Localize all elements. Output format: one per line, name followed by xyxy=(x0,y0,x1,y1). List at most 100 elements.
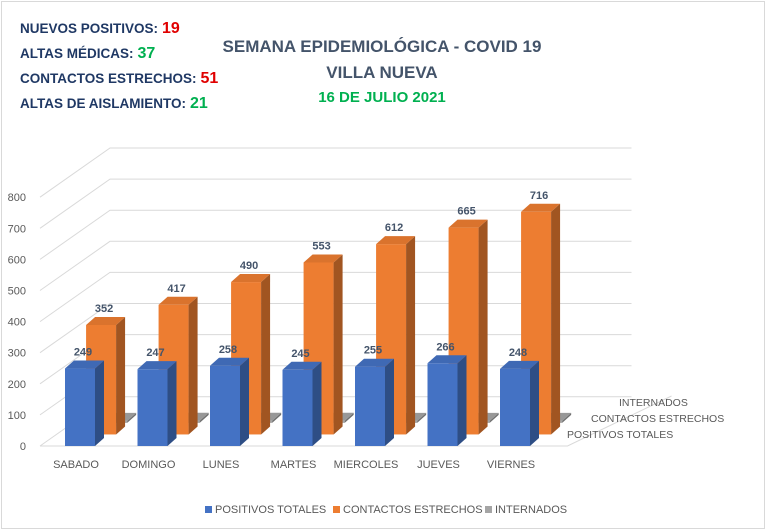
legend-label: INTERNADOS xyxy=(495,504,567,516)
bar-front xyxy=(427,363,458,446)
bar-positivos: 266 xyxy=(427,341,467,446)
stat-label: NUEVOS POSITIVOS: xyxy=(20,21,159,36)
bar-side xyxy=(240,357,249,446)
bar-side xyxy=(333,254,343,435)
stat-value: 21 xyxy=(190,95,208,112)
y-tick-label: 500 xyxy=(8,286,26,298)
stats-panel: NUEVOS POSITIVOS: 19 ALTAS MÉDICAS: 37 CON… xyxy=(20,16,218,116)
bar-side xyxy=(261,274,271,435)
bar-top xyxy=(427,355,467,364)
y-tick-label: 600 xyxy=(8,254,26,266)
bar-front xyxy=(282,369,313,446)
x-category-label: MIERCOLES xyxy=(334,459,399,471)
bar-top xyxy=(282,361,322,370)
stat-label: ALTAS DE AISLAMIENTO: xyxy=(20,96,186,111)
bar-positivos: 255 xyxy=(355,345,394,446)
bar-top xyxy=(158,296,198,305)
bar-front xyxy=(65,368,95,446)
data-label: 258 xyxy=(219,344,237,356)
y-tick-label: 0 xyxy=(20,441,26,453)
bar-positivos: 249 xyxy=(65,347,104,446)
legend: POSITIVOS TOTALES CONTACTOS ESTRECHOS INTE… xyxy=(205,504,567,516)
bar-front xyxy=(137,369,168,446)
y-tick-label: 300 xyxy=(8,348,26,360)
bar-front xyxy=(210,365,240,446)
y-tick-label: 100 xyxy=(8,410,26,422)
data-label: 612 xyxy=(385,222,403,234)
data-label: 247 xyxy=(146,347,164,359)
bar-side xyxy=(127,412,137,423)
stat-close-contacts: CONTACTOS ESTRECHOS: 51 xyxy=(20,66,218,91)
depth-axis-labels: INTERNADOS CONTACTOS ESTRECHOS POSITIVOS T… xyxy=(567,397,724,441)
bar-side xyxy=(344,412,354,423)
bar-top xyxy=(65,360,104,369)
stat-label: CONTACTOS ESTRECHOS: xyxy=(20,71,197,86)
x-category-label: VIERNES xyxy=(487,459,535,471)
bar-front xyxy=(500,368,530,446)
stat-value: 51 xyxy=(200,70,219,87)
stat-value: 37 xyxy=(137,45,156,62)
data-label: 490 xyxy=(240,260,258,272)
bar-side xyxy=(489,412,499,423)
depth-axis-label: INTERNADOS xyxy=(619,397,688,409)
bar-side xyxy=(312,361,322,446)
bar-side xyxy=(417,412,427,423)
stat-medical-discharges: ALTAS MÉDICAS: 37 xyxy=(20,41,218,66)
bar-positivos: 248 xyxy=(500,347,539,446)
y-axis-ticks: 0 100 200 300 400 500 600 700 800 xyxy=(8,192,26,453)
bar-side xyxy=(562,412,572,423)
bar-side xyxy=(116,316,126,435)
x-axis-categories: SABADO DOMINGO LUNES MARTES MIERCOLES JUEVES V… xyxy=(53,459,535,471)
bar-top xyxy=(137,361,177,370)
bar-top xyxy=(521,203,561,212)
gridline xyxy=(39,209,632,260)
chart-title: SEMANA EPIDEMIOLÓGICA - COVID 19 xyxy=(222,37,542,56)
data-label: 665 xyxy=(457,206,475,218)
bar-top xyxy=(231,274,271,283)
legend-swatch xyxy=(205,506,212,513)
bar-positivos: 245 xyxy=(282,348,322,446)
x-category-label: DOMINGO xyxy=(122,459,176,471)
data-label: 352 xyxy=(95,303,113,315)
data-label: 716 xyxy=(530,190,548,202)
bar-side xyxy=(385,358,394,446)
x-category-label: JUEVES xyxy=(417,459,460,471)
data-label: 249 xyxy=(74,347,92,359)
legend-swatch xyxy=(333,506,340,513)
legend-swatch xyxy=(485,506,492,513)
y-tick-label: 200 xyxy=(8,379,26,391)
bar-side xyxy=(95,360,104,446)
y-tick-label: 700 xyxy=(8,223,26,235)
stat-new-positives: NUEVOS POSITIVOS: 19 xyxy=(20,16,218,41)
bar-side xyxy=(478,219,488,435)
bar-top xyxy=(376,236,416,245)
bar-top xyxy=(303,254,343,263)
gridline xyxy=(39,178,632,229)
data-label: 255 xyxy=(364,345,382,357)
x-category-label: LUNES xyxy=(203,459,240,471)
data-label: 553 xyxy=(312,240,330,252)
x-category-label: MARTES xyxy=(271,459,317,471)
legend-label: CONTACTOS ESTRECHOS xyxy=(343,504,483,516)
depth-axis-label: POSITIVOS TOTALES xyxy=(567,429,673,441)
gridline xyxy=(39,147,632,198)
bar-top xyxy=(500,360,539,369)
bar-side xyxy=(167,361,177,446)
bars: 3777644352417490553612665716249247258245… xyxy=(65,190,572,446)
x-category-label: SABADO xyxy=(53,459,99,471)
y-tick-label: 400 xyxy=(8,317,26,329)
depth-axis-label: CONTACTOS ESTRECHOS xyxy=(591,413,724,425)
bar-positivos: 247 xyxy=(137,347,177,446)
bar-side xyxy=(199,412,209,423)
bar-side xyxy=(406,236,416,435)
chart-subtitle: VILLA NUEVA xyxy=(326,63,438,82)
data-label: 248 xyxy=(509,347,527,359)
bar-positivos: 258 xyxy=(210,344,249,446)
bar-front xyxy=(355,366,385,446)
data-label: 266 xyxy=(436,341,454,353)
legend-label: POSITIVOS TOTALES xyxy=(215,504,326,516)
stat-isolation-discharges: ALTAS DE AISLAMIENTO: 21 xyxy=(20,91,218,116)
bar-top xyxy=(355,358,394,367)
stat-label: ALTAS MÉDICAS: xyxy=(20,46,134,61)
